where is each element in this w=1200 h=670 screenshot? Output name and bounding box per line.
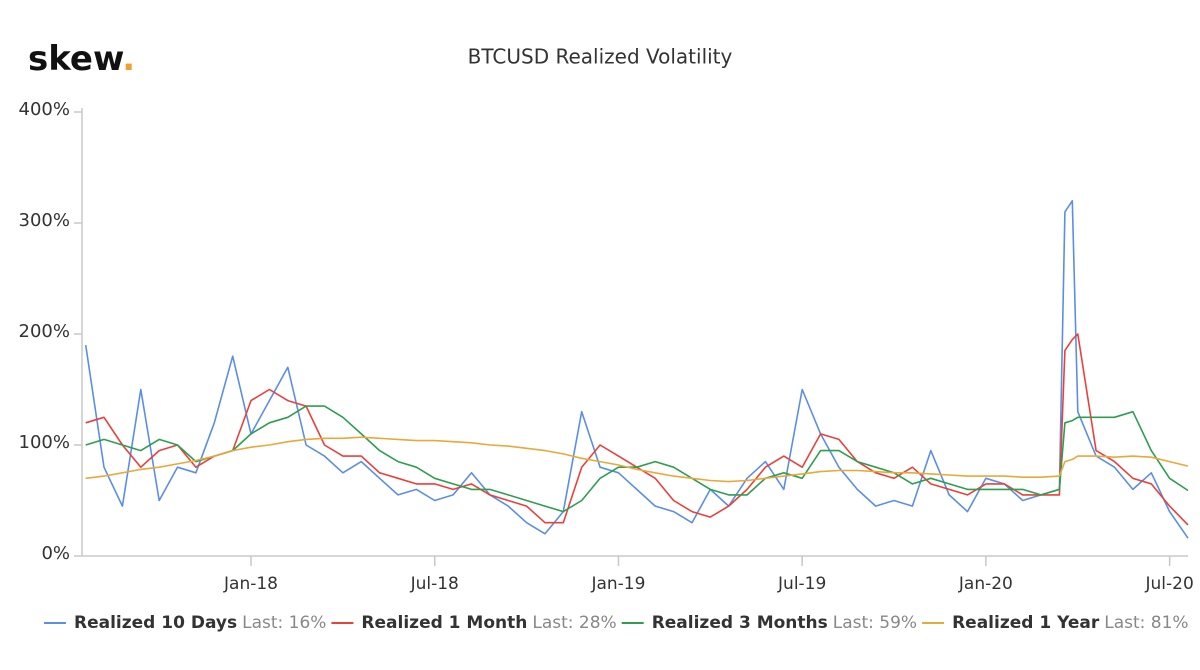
y-tick-label: 400% bbox=[19, 99, 70, 120]
legend-name: Realized 3 Months bbox=[652, 613, 828, 633]
legend-name: Realized 10 Days bbox=[74, 613, 237, 633]
legend-item[interactable]: Realized 1 Month Last: 28% bbox=[331, 613, 617, 633]
logo: skew. bbox=[28, 39, 135, 79]
y-tick-label: 0% bbox=[41, 543, 70, 564]
legend-item[interactable]: Realized 10 Days Last: 16% bbox=[44, 613, 326, 633]
series-line bbox=[85, 405, 1189, 513]
legend-name: Realized 1 Month bbox=[361, 613, 527, 633]
legend-item[interactable]: Realized 1 Year Last: 81% bbox=[922, 613, 1189, 633]
x-tick-label: Jan-20 bbox=[958, 574, 1013, 594]
x-tick-label: Jul-18 bbox=[410, 574, 459, 594]
legend-label: Realized 3 Months Last: 59% bbox=[652, 613, 917, 633]
legend-label: Realized 1 Month Last: 28% bbox=[361, 613, 616, 633]
series-line bbox=[84, 200, 1189, 539]
chart-title: BTCUSD Realized Volatility bbox=[468, 45, 733, 69]
x-tick-label: Jul-20 bbox=[1144, 574, 1193, 594]
legend-last: Last: 59% bbox=[833, 613, 917, 633]
logo-dot: . bbox=[122, 39, 135, 79]
legend-label: Realized 10 Days Last: 16% bbox=[74, 613, 326, 633]
legend-label: Realized 1 Year Last: 81% bbox=[952, 613, 1188, 633]
series-line bbox=[85, 436, 1189, 483]
legend-name: Realized 1 Year bbox=[952, 613, 1100, 633]
y-tick-label: 300% bbox=[19, 210, 70, 231]
legend-item[interactable]: Realized 3 Months Last: 59% bbox=[621, 613, 917, 633]
x-tick-label: Jul-19 bbox=[777, 574, 826, 594]
x-tick-label: Jan-19 bbox=[590, 574, 645, 594]
series-line bbox=[85, 333, 1189, 526]
legend-last: Last: 81% bbox=[1104, 613, 1188, 633]
y-tick-label: 100% bbox=[19, 432, 70, 453]
legend-last: Last: 16% bbox=[242, 613, 326, 633]
x-tick-label: Jan-18 bbox=[223, 574, 278, 594]
logo-text: skew bbox=[28, 39, 124, 79]
y-tick-label: 200% bbox=[19, 321, 70, 342]
legend-last: Last: 28% bbox=[532, 613, 616, 633]
